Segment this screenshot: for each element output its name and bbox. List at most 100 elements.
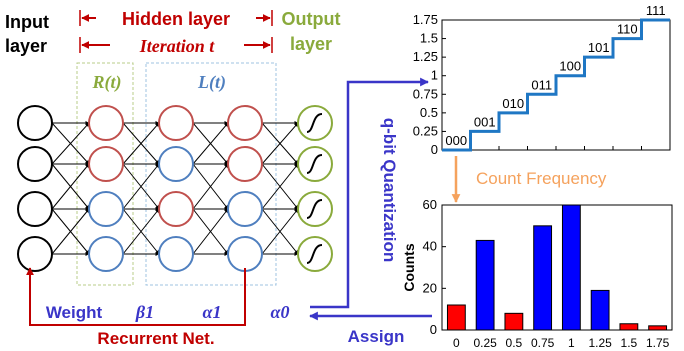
network-nodes [17, 105, 333, 272]
alpha1-label: α1 [203, 302, 222, 322]
alpha0-label: α0 [271, 302, 290, 322]
beta1-label: β1 [135, 302, 154, 322]
y-tick-label: 0 [430, 322, 437, 337]
iteration-bracket [79, 37, 273, 53]
binary-code-label: 010 [502, 96, 524, 111]
quantization-arrow [310, 77, 429, 309]
count-bar [561, 204, 581, 331]
count-bar [446, 304, 466, 331]
hidden-node [88, 146, 124, 182]
count-bar [504, 312, 524, 331]
recurrent-loop-arrow [26, 267, 246, 326]
input-node [17, 191, 53, 227]
hidden-node [158, 236, 194, 272]
binary-code-label: 111 [646, 3, 666, 18]
connection-arrow [261, 122, 299, 165]
count-frequency-label: Count Frequency [476, 169, 607, 188]
binary-code-label: 000 [445, 133, 467, 148]
y-tick-label: 1.75 [413, 12, 438, 27]
sigmoid-icon [306, 113, 323, 133]
iteration-label: Iteration t [139, 36, 216, 56]
output-node [297, 236, 333, 272]
connection-arrow [122, 208, 160, 255]
binary-code-label: 110 [617, 22, 638, 37]
sigmoid-icon [306, 199, 323, 219]
binary-code-label: 100 [559, 59, 581, 74]
l-matrix-box [145, 62, 277, 286]
hidden-node [158, 191, 194, 227]
y-tick-label: 0.5 [420, 105, 438, 120]
x-tick-label: 0 [453, 336, 460, 350]
input-layer-label-1: Input [5, 12, 49, 32]
r-matrix-label: R(t) [92, 72, 122, 93]
y-tick-label: 20 [423, 280, 437, 295]
hidden-node [227, 146, 263, 182]
binary-code-label: 001 [474, 114, 496, 129]
network-connections [51, 121, 299, 256]
hidden-node [227, 236, 263, 272]
count-bar [533, 225, 553, 331]
recurrent-net-label: Recurrent Net. [97, 329, 214, 348]
y-tick-label: 60 [423, 197, 437, 212]
input-node [17, 236, 53, 272]
y-tick-label: 0 [431, 142, 438, 157]
count-bar [648, 325, 668, 331]
output-layer-label-2: layer [290, 34, 332, 54]
input-node [17, 146, 53, 182]
input-layer-label-2: layer [5, 36, 47, 56]
hidden-node [227, 105, 263, 141]
x-tick-label: 1.75 [646, 336, 670, 350]
count-bar [475, 239, 495, 331]
connection-arrow [192, 163, 229, 210]
count-bar-chart: Counts 0 20 40 60 0 0.25 0.5 0.75 1 1.25 1.5 1.75 [401, 197, 673, 350]
connection-arrow [51, 122, 90, 165]
y-tick-label: 1 [431, 68, 438, 83]
hidden-layer-bracket [79, 10, 273, 26]
y-tick-label: 40 [423, 239, 437, 254]
y-tick-label: 1.25 [413, 49, 438, 64]
x-tick-label: 1.5 [621, 336, 638, 350]
output-layer-label-1: Output [282, 9, 341, 29]
binary-code-label: 011 [531, 77, 552, 92]
count-bar [590, 289, 610, 331]
output-node [297, 105, 333, 141]
x-tick-label: 1 [568, 336, 575, 350]
connection-arrow [261, 208, 299, 255]
hidden-layer-label: Hidden layer [122, 9, 230, 29]
recurrent-label-bg [90, 328, 222, 348]
connection-arrow [122, 163, 160, 210]
x-tick-label: 1.25 [588, 336, 612, 350]
y-tick-label: 0.75 [413, 86, 438, 101]
binary-code-label: 101 [588, 40, 610, 55]
r-matrix-box [76, 62, 134, 286]
connection-arrow [192, 208, 229, 255]
connection-arrow [261, 163, 299, 210]
sigmoid-icon [306, 154, 323, 174]
input-node [17, 105, 53, 141]
y-tick-label: 1.5 [420, 31, 438, 46]
output-node [297, 146, 333, 182]
connection-arrow [192, 122, 229, 165]
connection-arrow [122, 122, 160, 165]
quantization-step-chart: 0 0.25 0.5 0.75 1 1.25 1.5 1.75 000 001 010 011 100 1… [413, 3, 671, 157]
output-node [297, 191, 333, 227]
x-tick-label: 0.25 [473, 336, 497, 350]
hidden-node [88, 105, 124, 141]
hidden-node [158, 146, 194, 182]
hidden-node [227, 191, 263, 227]
hidden-node [158, 105, 194, 141]
y-tick-label: 0.25 [413, 123, 438, 138]
assign-label: Assign [348, 327, 405, 346]
sigmoid-icon [306, 244, 323, 264]
weight-label: Weight [46, 303, 103, 322]
hidden-node [88, 191, 124, 227]
hidden-node [88, 236, 124, 272]
connection-arrow [51, 163, 90, 210]
connection-arrow [51, 208, 90, 255]
quantization-label: q-bit Quantization [380, 118, 399, 262]
x-tick-label: 0.75 [531, 336, 555, 350]
x-tick-label: 0.5 [506, 336, 523, 350]
quantization-step-line [442, 18, 670, 152]
y-axis-label: Counts [401, 243, 417, 291]
